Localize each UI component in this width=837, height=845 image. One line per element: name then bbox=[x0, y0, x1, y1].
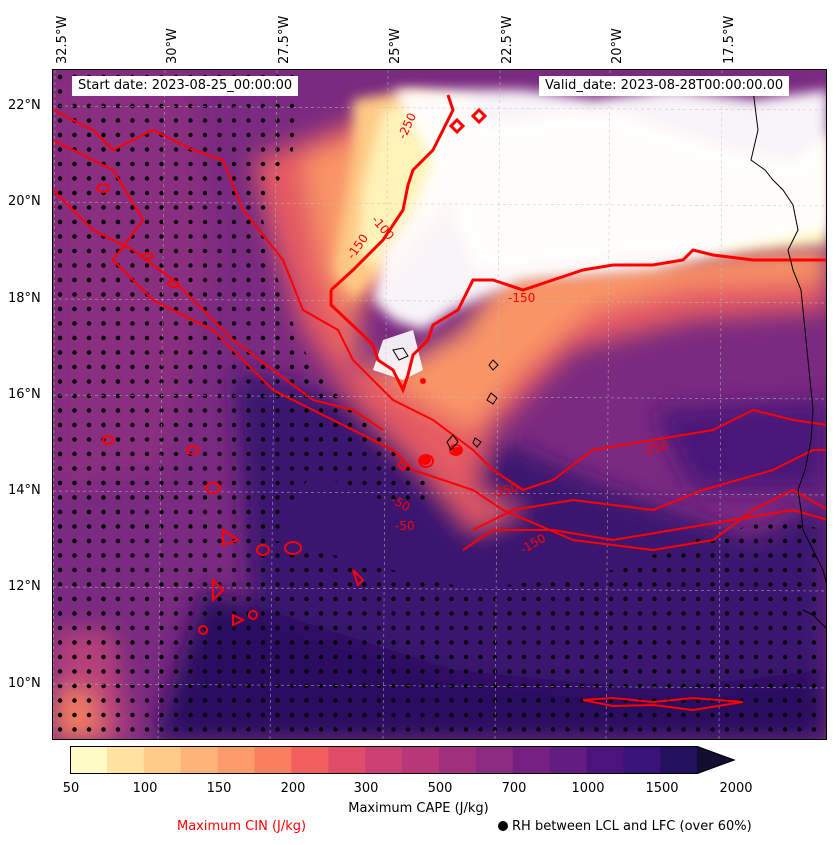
colorbar-outline bbox=[70, 746, 736, 774]
colorbar-extend-arrow bbox=[697, 746, 735, 774]
colorbar-tick: 50 bbox=[62, 781, 80, 796]
rh-dot-icon bbox=[498, 821, 508, 831]
lat-label-12n: 12°N bbox=[8, 579, 41, 594]
cin-label: -250 bbox=[490, 480, 520, 501]
lon-label-17-5w: 17.5°W bbox=[722, 15, 737, 64]
colorbar-segment bbox=[180, 746, 219, 774]
colorbar-segment bbox=[586, 746, 624, 774]
coastline bbox=[392, 89, 826, 629]
cin-filled-patches bbox=[419, 378, 462, 465]
colorbar-tick: 1000 bbox=[571, 781, 605, 796]
colorbar-segment bbox=[106, 746, 145, 774]
colorbar-segment bbox=[365, 746, 403, 774]
colorbar-tick: 100 bbox=[132, 781, 158, 796]
start-date-label: Start date: 2023-08-25_00:00:00 bbox=[72, 76, 299, 96]
cape-map-graphic: -250 -150 -250 -150 -250 -150 -50 -50 -1… bbox=[53, 70, 826, 739]
cin-label: -250 bbox=[640, 438, 670, 459]
cin-legend-label: Maximum CIN (J/kg) bbox=[177, 819, 307, 834]
colorbar-tick: 200 bbox=[280, 781, 306, 796]
graticule bbox=[53, 70, 826, 739]
colorbar-segment bbox=[549, 746, 588, 774]
lat-label-20n: 20°N bbox=[8, 194, 41, 209]
colorbar-segment bbox=[70, 746, 108, 774]
colorbar-segment bbox=[254, 746, 292, 774]
colorbar-tick: 300 bbox=[353, 781, 379, 796]
valid-date-label: Valid_date: 2023-08-28T00:00:00.00 bbox=[539, 76, 790, 96]
colorbar-segment bbox=[328, 746, 366, 774]
cin-label: -50 bbox=[395, 519, 415, 533]
lat-label-22n: 22°N bbox=[8, 98, 41, 113]
lon-label-20w: 20°W bbox=[610, 28, 625, 64]
colorbar-segment bbox=[660, 746, 698, 774]
lat-label-18n: 18°N bbox=[8, 291, 41, 306]
colorbar-segment bbox=[439, 746, 477, 774]
colorbar-segment bbox=[475, 746, 514, 774]
lon-label-22-5w: 22.5°W bbox=[500, 15, 515, 64]
lon-label-27-5w: 27.5°W bbox=[277, 15, 292, 64]
lat-label-10n: 10°N bbox=[8, 676, 41, 691]
cape-colorbar bbox=[70, 746, 736, 774]
cin-contours bbox=[53, 94, 826, 712]
colorbar-segment bbox=[217, 746, 255, 774]
colorbar-tick: 2000 bbox=[719, 781, 753, 796]
colorbar-tick: 700 bbox=[501, 781, 527, 796]
lon-label-25w: 25°W bbox=[388, 28, 403, 64]
colorbar-segment bbox=[143, 746, 182, 774]
rh-stipple bbox=[53, 70, 826, 739]
rh-legend: RH between LCL and LFC (over 60%) bbox=[498, 819, 752, 834]
colorbar-segment bbox=[291, 746, 329, 774]
colorbar-segment bbox=[623, 746, 661, 774]
colorbar-tick: 500 bbox=[427, 781, 453, 796]
colorbar-tick: 1500 bbox=[645, 781, 679, 796]
lat-label-14n: 14°N bbox=[8, 483, 41, 498]
colorbar-tick: 150 bbox=[206, 781, 232, 796]
colorbar-segment bbox=[402, 746, 440, 774]
cin-label: -150 bbox=[508, 291, 535, 305]
map-panel[interactable]: -250 -150 -250 -150 -250 -150 -50 -50 -1… bbox=[52, 69, 827, 740]
cape-zero-region bbox=[373, 90, 826, 330]
rh-legend-label: RH between LCL and LFC (over 60%) bbox=[512, 819, 752, 834]
lon-label-32-5w: 32.5°W bbox=[55, 15, 70, 64]
colorbar-label: Maximum CAPE (J/kg) bbox=[348, 801, 489, 816]
lat-label-16n: 16°N bbox=[8, 387, 41, 402]
lon-label-30w: 30°W bbox=[165, 28, 180, 64]
colorbar-segment bbox=[512, 746, 551, 774]
